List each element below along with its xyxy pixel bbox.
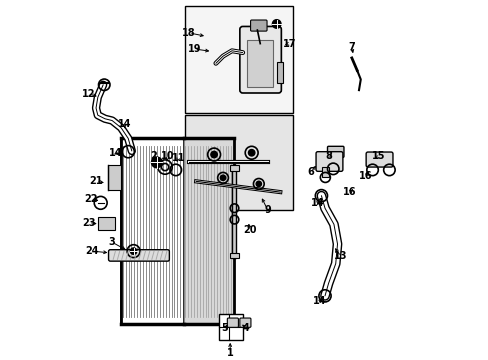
Bar bbox=[322, 167, 328, 177]
Circle shape bbox=[151, 157, 162, 168]
Text: 5: 5 bbox=[221, 323, 228, 333]
FancyBboxPatch shape bbox=[239, 318, 250, 327]
Bar bbox=[247, 40, 273, 86]
Text: 4: 4 bbox=[243, 323, 249, 333]
Bar bbox=[230, 165, 239, 171]
Text: 19: 19 bbox=[187, 44, 201, 54]
Bar bbox=[231, 165, 235, 258]
Bar bbox=[98, 217, 115, 230]
Text: 11: 11 bbox=[171, 153, 184, 163]
Text: 10: 10 bbox=[161, 151, 174, 161]
Circle shape bbox=[272, 20, 281, 28]
FancyBboxPatch shape bbox=[108, 250, 169, 261]
Text: 18: 18 bbox=[182, 28, 196, 38]
Bar bbox=[219, 314, 242, 340]
Text: 9: 9 bbox=[264, 205, 270, 215]
FancyBboxPatch shape bbox=[250, 20, 266, 31]
FancyBboxPatch shape bbox=[239, 26, 281, 93]
Bar bbox=[108, 165, 121, 190]
Text: 7: 7 bbox=[348, 42, 354, 52]
Text: 24: 24 bbox=[85, 246, 99, 256]
Text: 20: 20 bbox=[243, 225, 256, 235]
Text: 21: 21 bbox=[89, 176, 102, 186]
Bar bbox=[185, 115, 292, 210]
Text: 8: 8 bbox=[325, 151, 331, 161]
Text: 16: 16 bbox=[343, 187, 356, 197]
Circle shape bbox=[130, 248, 137, 255]
FancyBboxPatch shape bbox=[327, 146, 343, 157]
Text: 16: 16 bbox=[359, 171, 372, 181]
FancyBboxPatch shape bbox=[366, 152, 392, 167]
Text: 6: 6 bbox=[306, 167, 313, 177]
Text: 3: 3 bbox=[108, 237, 115, 247]
Text: 22: 22 bbox=[84, 194, 97, 204]
Circle shape bbox=[220, 175, 225, 180]
Circle shape bbox=[210, 151, 217, 158]
Text: 23: 23 bbox=[82, 217, 96, 228]
Text: 14: 14 bbox=[310, 198, 324, 208]
Text: 14: 14 bbox=[109, 148, 122, 158]
Text: 14: 14 bbox=[118, 119, 131, 129]
Bar bbox=[230, 253, 239, 258]
FancyBboxPatch shape bbox=[315, 152, 342, 171]
Bar bbox=[185, 6, 292, 113]
Circle shape bbox=[256, 181, 261, 186]
Text: 14: 14 bbox=[312, 296, 325, 306]
Text: 13: 13 bbox=[334, 252, 347, 261]
Bar bbox=[121, 139, 183, 324]
Text: 1: 1 bbox=[226, 348, 233, 358]
Bar bbox=[183, 139, 233, 324]
Text: 17: 17 bbox=[282, 39, 295, 49]
Circle shape bbox=[248, 149, 254, 156]
Text: 2: 2 bbox=[150, 151, 156, 161]
Text: 12: 12 bbox=[82, 89, 96, 99]
Bar bbox=[277, 62, 282, 83]
FancyBboxPatch shape bbox=[227, 318, 238, 327]
Text: 15: 15 bbox=[371, 151, 385, 161]
